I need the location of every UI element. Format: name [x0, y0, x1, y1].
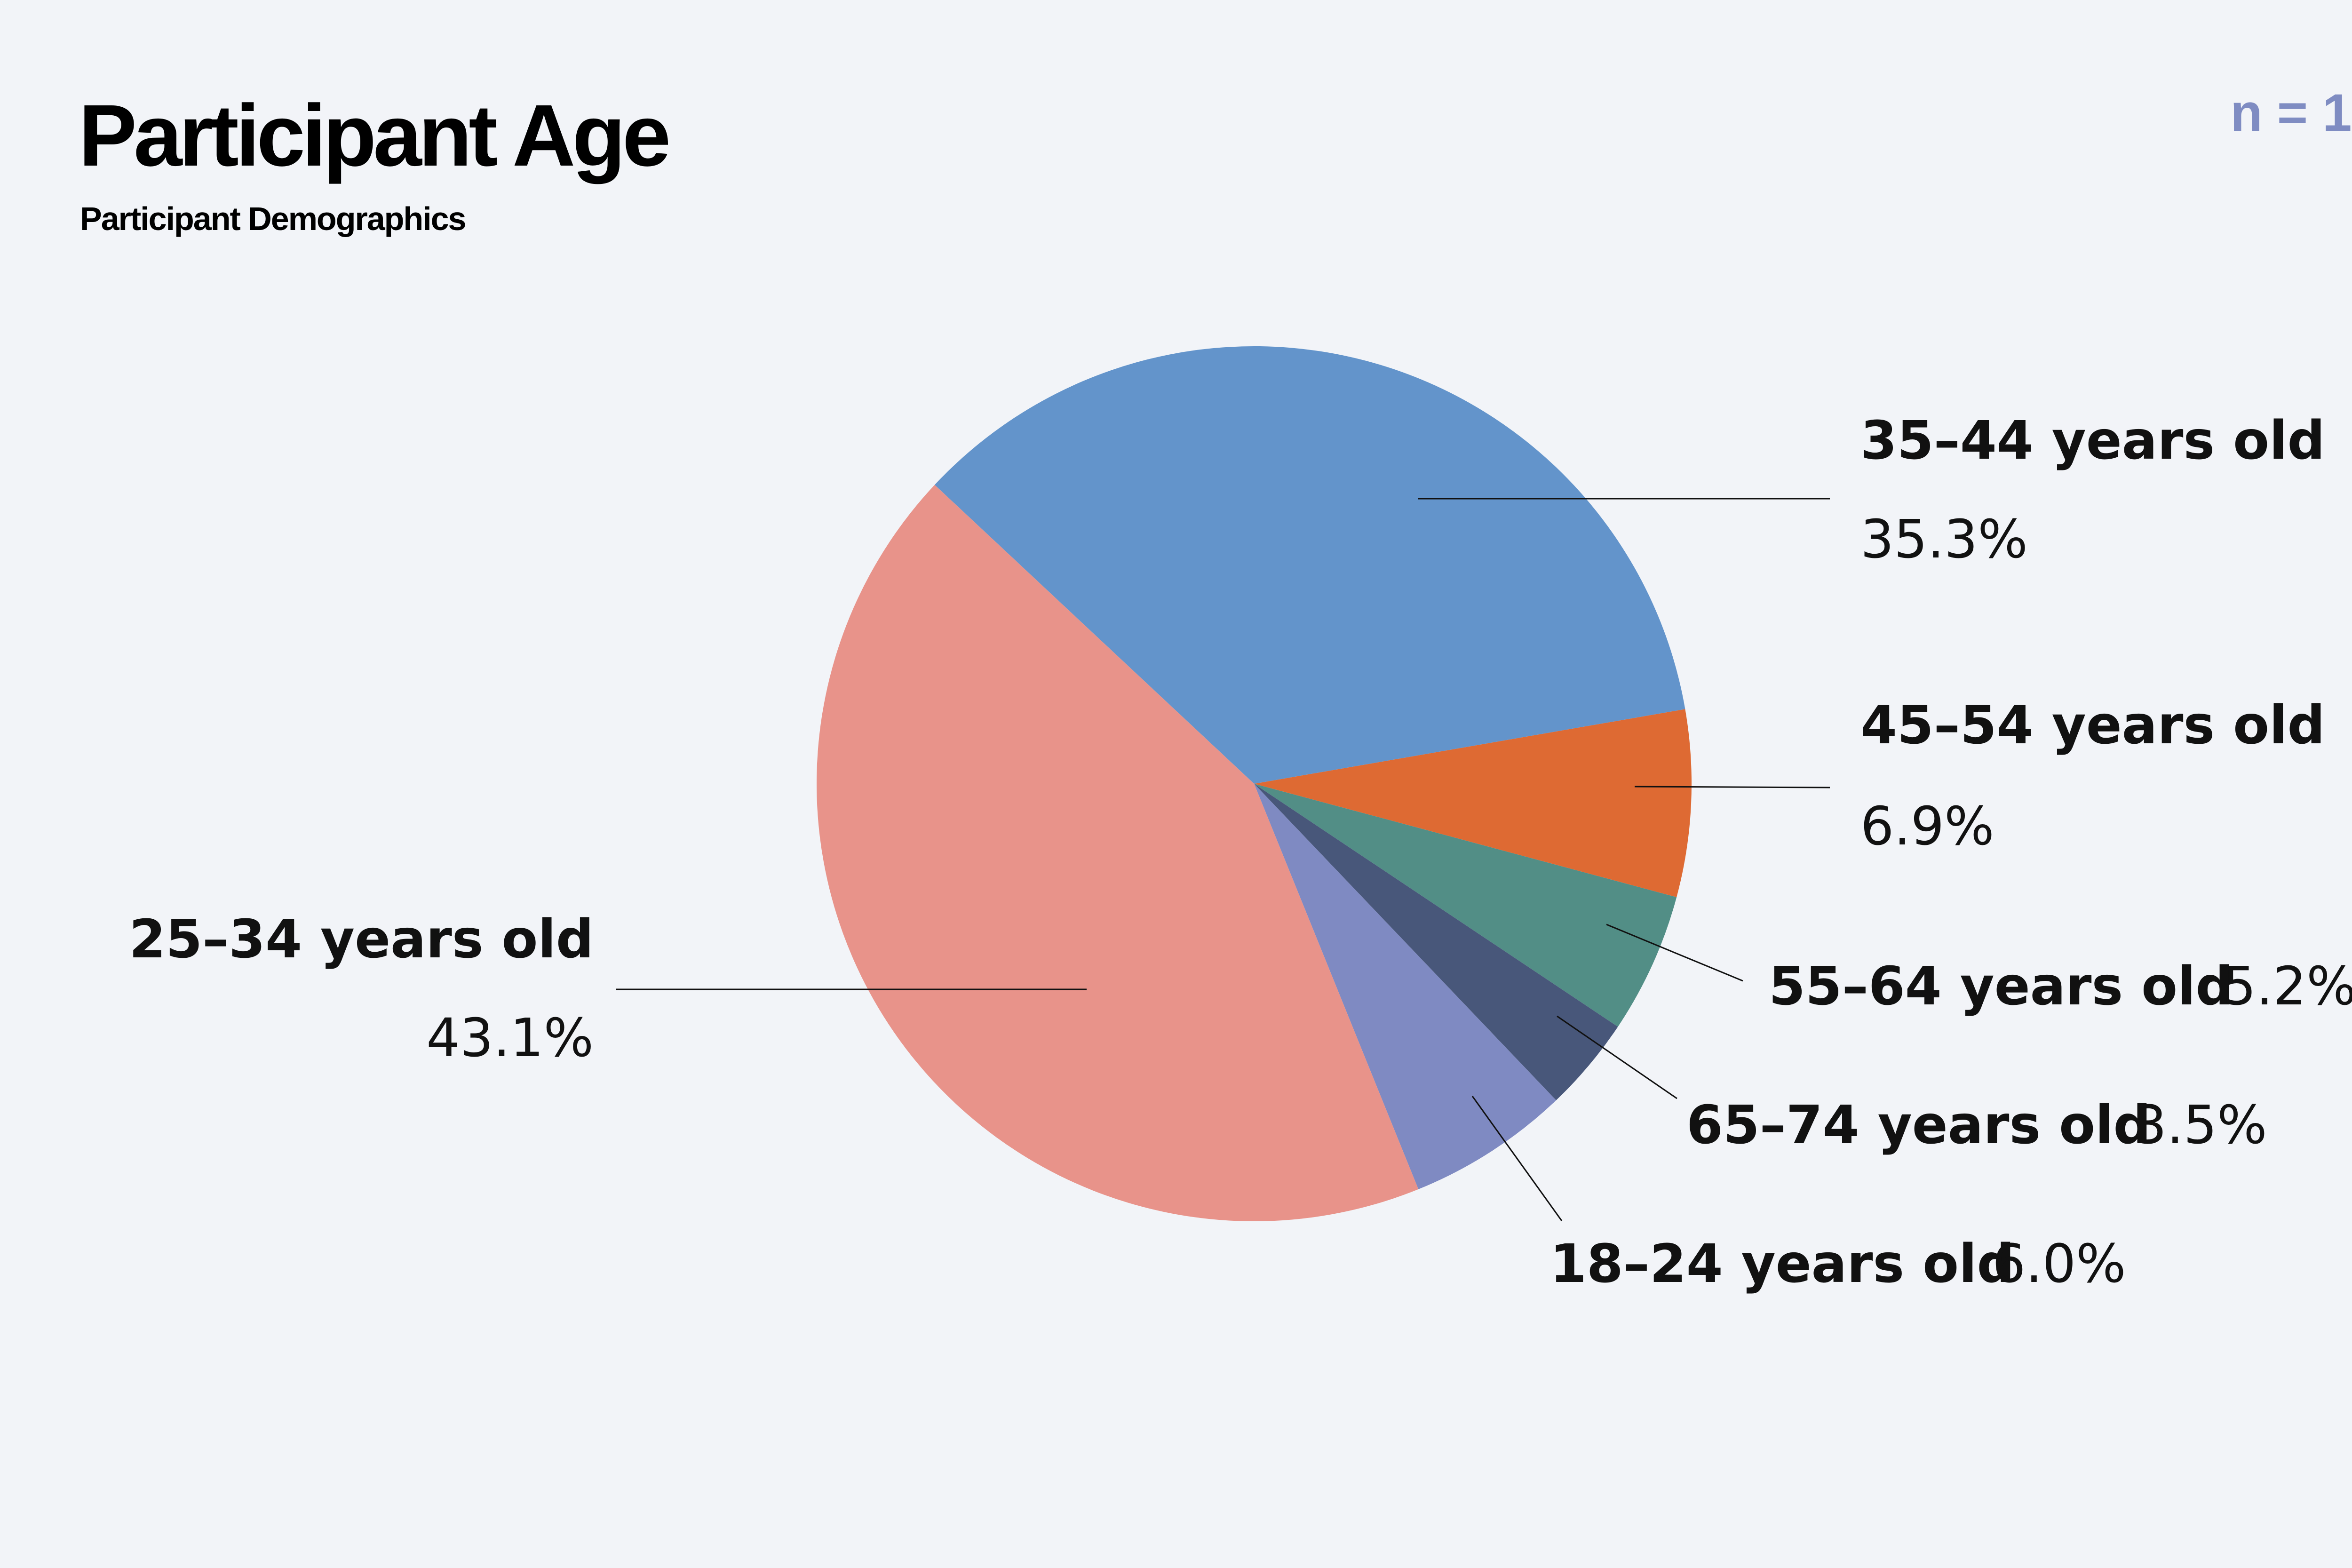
leader-line-45-54-years-old — [1634, 786, 1830, 788]
slice-label-45-54-years-old: 45–54 years old — [1860, 695, 2325, 756]
slice-value-18-24-years-old: 6.0% — [1992, 1234, 2126, 1295]
slice-value-25-34-years-old: 43.1% — [426, 1008, 594, 1069]
slice-label-65-74-years-old: 65–74 years old — [1686, 1095, 2151, 1156]
chart-subtitle: Participant Demographics — [80, 200, 466, 237]
chart-title: Participant Age — [79, 87, 671, 184]
pie-slice-45-54-years-old — [1254, 709, 1692, 897]
pie-slice-65-74-years-old — [1254, 784, 1618, 1100]
leader-line-55-64-years-old — [1606, 923, 1743, 982]
slice-value-65-74-years-old: 3.5% — [2133, 1095, 2267, 1156]
slice-label-35-44-years-old: 35–44 years old — [1860, 410, 2325, 471]
leader-lines — [616, 498, 1830, 1221]
sample-size-label: n = 116 — [2230, 83, 2352, 142]
slice-label-18-24-years-old: 18–24 years old — [1550, 1234, 2015, 1295]
pie-slices — [817, 346, 1692, 1221]
leader-line-18-24-years-old — [1471, 1096, 1563, 1221]
slice-label-55-64-years-old: 55–64 years old — [1769, 956, 2233, 1017]
pie-slice-55-64-years-old — [1254, 784, 1677, 1027]
slice-value-35-44-years-old: 35.3% — [1860, 509, 2028, 570]
pie-slice-18-24-years-old — [1254, 784, 1557, 1189]
slice-label-25-34-years-old: 25–34 years old — [129, 909, 594, 970]
pie-slice-25-34-years-old — [817, 485, 1419, 1221]
slice-value-45-54-years-old: 6.9% — [1860, 796, 1994, 857]
slice-labels: 35–44 years old 35.3% 45–54 years old 6.9% 5… — [129, 410, 2352, 1295]
pie-slice-35-44-years-old — [934, 346, 1685, 784]
leader-line-65-74-years-old — [1557, 1015, 1677, 1099]
slice-value-55-64-years-old: 5.2% — [2223, 956, 2352, 1017]
